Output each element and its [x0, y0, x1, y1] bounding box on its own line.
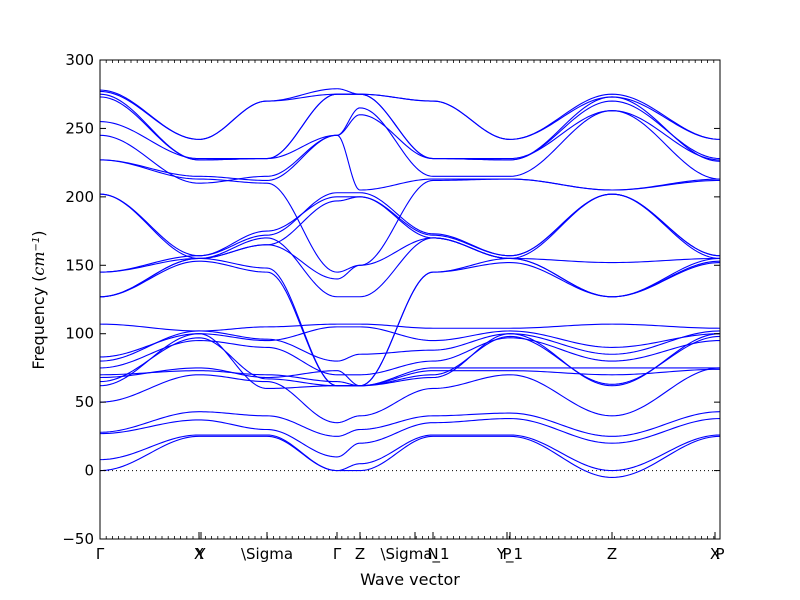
y-tick-label: 150	[65, 256, 94, 274]
phonon-band	[99, 260, 721, 387]
phonon-band	[99, 107, 721, 184]
y-axis-ticks: −50 0 50 100 150 200 250 300	[62, 51, 720, 548]
x-tick-label: Y	[195, 545, 206, 563]
phonon-band	[99, 326, 721, 358]
x-tick-label: Γ	[333, 545, 342, 563]
phonon-band	[99, 110, 721, 161]
phonon-band	[99, 134, 721, 191]
y-tick-label: 300	[65, 51, 94, 69]
x-minor-ticks	[99, 60, 721, 539]
phonon-band	[99, 418, 721, 458]
x-tick-label: Z	[355, 545, 365, 563]
phonon-band	[99, 367, 721, 424]
x-tick-label: P	[715, 545, 724, 563]
x-tick-label: Y_1	[496, 545, 523, 564]
phonon-band	[99, 337, 721, 376]
phonon-band	[99, 411, 721, 437]
plot-frame	[100, 60, 720, 539]
phonon-band	[99, 330, 721, 362]
x-axis-label: Wave vector	[360, 570, 460, 589]
x-tick-label: Z	[607, 545, 617, 563]
phonon-band	[99, 435, 721, 478]
y-tick-label: 250	[65, 119, 94, 137]
x-tick-label: \Sigma_1	[380, 545, 449, 564]
phonon-band	[99, 88, 721, 140]
x-tick-label: P	[502, 545, 511, 563]
y-axis-label: Frequency (cm−1)	[29, 230, 48, 369]
x-tick-label: Γ	[96, 545, 105, 563]
phonon-band	[99, 237, 721, 298]
y-tick-label: −50	[62, 530, 94, 548]
y-tick-label: 0	[84, 462, 94, 480]
x-axis-ticks: Γ XY \Sigma Γ Z \Sigma_1N PY_1 Z XP	[96, 532, 725, 564]
y-tick-label: 100	[65, 325, 94, 343]
phonon-band	[99, 323, 721, 332]
phonon-band	[99, 193, 721, 259]
x-tick-label: N	[427, 545, 438, 563]
x-tick-label: \Sigma	[241, 545, 293, 563]
x-tick-label: X	[194, 545, 204, 563]
y-tick-label: 50	[75, 393, 94, 411]
y-tick-label: 200	[65, 188, 94, 206]
phonon-band	[99, 434, 721, 472]
x-tick-label: X	[710, 545, 720, 563]
phonon-bands	[99, 88, 721, 478]
